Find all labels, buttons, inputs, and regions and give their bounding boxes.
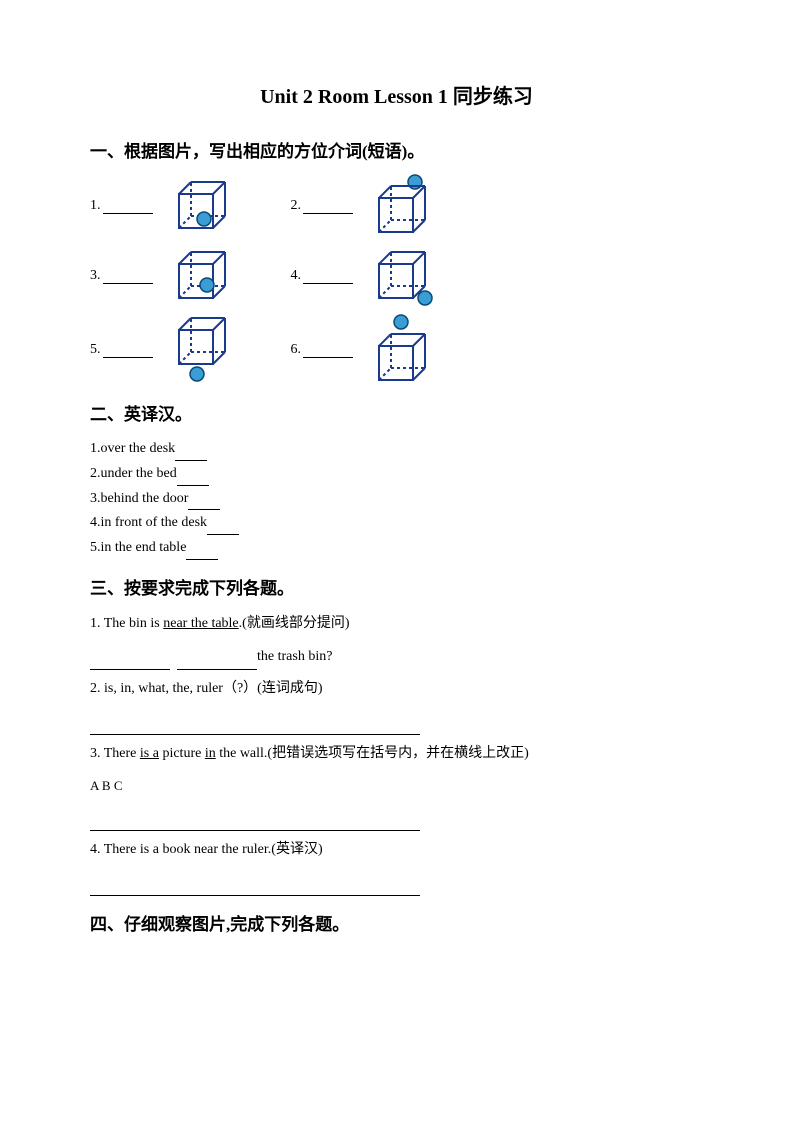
answer-blank[interactable]	[177, 655, 257, 670]
cube-item-3: 3.	[90, 246, 231, 306]
answer-blank[interactable]	[103, 269, 153, 284]
cube-icon	[371, 174, 431, 238]
cube-icon	[171, 176, 231, 236]
cube-icon	[371, 314, 431, 386]
cube-icon	[371, 246, 437, 306]
question-1: 1. The bin is near the table.(就画线部分提问)	[90, 611, 703, 638]
page-title: Unit 2 Room Lesson 1 同步练习	[90, 80, 703, 109]
list-item: 2.under the bed	[90, 462, 703, 486]
list-item: 1.over the desk	[90, 437, 703, 461]
section4-heading: 四、仔细观察图片,完成下列各题。	[90, 910, 703, 935]
question-1-answer: the trash bin?	[90, 644, 703, 671]
list-item: 5.in the end table	[90, 536, 703, 560]
item-number: 6.	[291, 342, 302, 358]
list-item: 4.in front of the desk	[90, 511, 703, 535]
answer-blank[interactable]	[103, 343, 153, 358]
cube-row: 5.	[90, 314, 703, 386]
answer-blank[interactable]	[103, 199, 153, 214]
answer-blank[interactable]	[90, 655, 170, 670]
answer-blank[interactable]	[188, 495, 220, 510]
item-number: 2.	[291, 198, 302, 214]
item-number: 5.	[90, 342, 101, 358]
item-number: 4.	[291, 268, 302, 284]
cube-grid: 1.	[90, 174, 703, 386]
item-number: 1.	[90, 198, 101, 214]
cube-item-1: 1.	[90, 176, 231, 236]
cube-row: 3.	[90, 246, 703, 306]
answer-blank[interactable]	[303, 199, 353, 214]
answer-blank[interactable]	[90, 816, 420, 831]
worksheet-page: Unit 2 Room Lesson 1 同步练习 一、根据图片，写出相应的方位…	[0, 0, 793, 1122]
cube-item-6: 6.	[291, 314, 432, 386]
question-4: 4. There is a book near the ruler.(英译汉)	[90, 837, 703, 864]
list-item: 3.behind the door	[90, 487, 703, 511]
answer-blank[interactable]	[177, 471, 209, 486]
answer-blank[interactable]	[186, 545, 218, 560]
answer-blank[interactable]	[207, 520, 239, 535]
item-number: 3.	[90, 268, 101, 284]
cube-row: 1.	[90, 174, 703, 238]
cube-icon	[171, 246, 231, 306]
answer-blank[interactable]	[303, 343, 353, 358]
answer-blank[interactable]	[90, 720, 420, 735]
translation-list: 1.over the desk 2.under the bed 3.behind…	[90, 437, 703, 560]
answer-blank[interactable]	[303, 269, 353, 284]
section1-heading: 一、根据图片，写出相应的方位介词(短语)。	[90, 137, 703, 162]
cube-item-5: 5.	[90, 316, 231, 384]
cube-icon	[171, 316, 231, 384]
answer-blank[interactable]	[175, 446, 207, 461]
underlined-text: near the table	[163, 616, 238, 631]
cube-item-4: 4.	[291, 246, 438, 306]
section2-heading: 二、英译汉。	[90, 400, 703, 425]
cube-item-2: 2.	[291, 174, 432, 238]
section3-heading: 三、按要求完成下列各题。	[90, 574, 703, 599]
question-3: 3. There is a picture in the wall.(把错误选项…	[90, 741, 703, 768]
abc-labels: A B C	[90, 774, 703, 799]
question-2: 2. is, in, what, the, ruler（?）(连词成句)	[90, 676, 703, 703]
question-block: 1. The bin is near the table.(就画线部分提问) t…	[90, 611, 703, 896]
answer-blank[interactable]	[90, 881, 420, 896]
